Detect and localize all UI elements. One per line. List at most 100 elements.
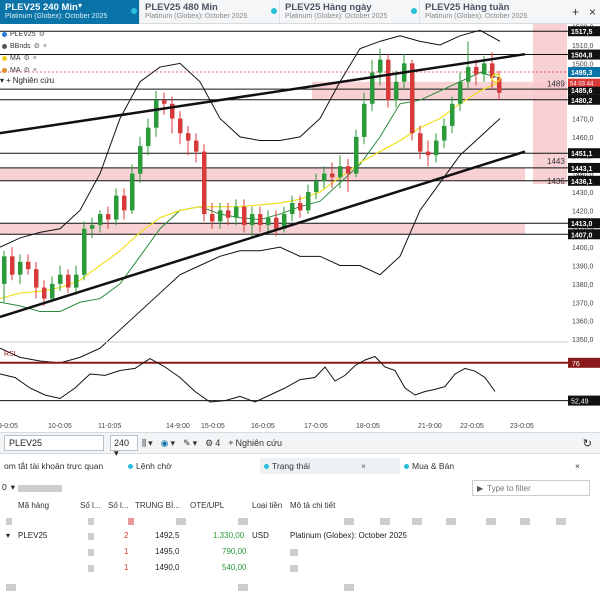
candle-body [474, 67, 479, 75]
close-icon[interactable]: × [42, 42, 47, 50]
candle-body [338, 166, 343, 178]
candle-body [450, 103, 455, 126]
research-label: Nghiên cứu [12, 76, 55, 85]
tab-menu-icon[interactable]: ▾ [78, 1, 83, 10]
draw-tools-button[interactable]: ✎ ▾ [179, 438, 201, 449]
col-qty1[interactable]: Số l... [80, 501, 101, 510]
candle-body [394, 81, 399, 101]
col-currency[interactable]: Loại tiền [252, 501, 283, 510]
time-tick-label: 17-0:05 [304, 423, 328, 430]
price-tick-label: 1440,0 [572, 172, 594, 179]
candle-body [362, 103, 367, 137]
add-tab-icon[interactable]: + [571, 5, 579, 19]
link-dot-icon [131, 8, 137, 14]
chevron-down-icon[interactable]: ▾ [10, 481, 16, 492]
add-research-toolbar-button[interactable]: + Nghiên cứu [224, 438, 286, 448]
tab-weekly[interactable]: PLEV25 Hàng tuần Platinum (Globex): Octo… [411, 0, 560, 24]
masked-text [520, 518, 530, 525]
price-label-box [568, 148, 600, 159]
masked-text [88, 549, 94, 556]
rsi-label: RSI [4, 351, 16, 358]
time-tick-label: 22-0:05 [460, 423, 484, 430]
legend-item[interactable]: PLEV25 ⚙ [0, 28, 47, 40]
settings-icon[interactable]: ⚙ [33, 43, 40, 50]
price-label: 1443,1 [571, 166, 593, 173]
masked-text [6, 584, 16, 591]
close-icon[interactable]: × [360, 461, 366, 471]
tab-label: Trạng thái [272, 461, 310, 471]
rsi-level-label: 76 [572, 361, 580, 368]
count-value: 4 [215, 438, 221, 448]
expand-icon[interactable]: ▾ [6, 531, 11, 540]
price-tick-label: 1400,0 [572, 245, 594, 252]
col-avg[interactable]: TRUNG BÌ... [135, 501, 180, 510]
price-label: 1407,0 [571, 232, 593, 239]
col-symbol[interactable]: Mã hàng [18, 501, 50, 510]
tab-240-min[interactable]: PLEV25 240 Min Platinum (Globex): Octobe… [0, 0, 140, 24]
chart-type-button[interactable]: ⫼ ▾ [138, 438, 157, 449]
rsi-value-label: 52,49 [571, 399, 589, 406]
chevron-down-icon: ▾ [0, 76, 5, 85]
cell-avg: 1495,0 [155, 547, 180, 556]
refresh-icon[interactable]: ↻ [582, 437, 592, 450]
eye-button[interactable]: ◉ ▾ [157, 438, 179, 449]
price-label: 1451,1 [571, 151, 593, 158]
rsi-value-box [568, 395, 600, 406]
tab-pending-orders[interactable]: Lệnh chờ [120, 458, 260, 474]
price-chart[interactable]: RSI 1520,01510,01500,01490,01480,01470,0… [0, 24, 600, 432]
tab-buy-sell[interactable]: Mua & Bán × [400, 458, 590, 474]
legend-item[interactable]: BBnds ⚙ × [0, 40, 47, 52]
candle-body [426, 151, 431, 156]
close-icon[interactable]: × [575, 461, 580, 471]
candle-body [370, 72, 375, 104]
filter-input[interactable]: ▶ Type to filter [472, 480, 590, 496]
candle-body [170, 103, 175, 119]
col-qty2[interactable]: Số l... [108, 501, 129, 510]
candle-body [234, 206, 239, 218]
link-dot-icon [128, 463, 133, 469]
price-label: 1517,5 [571, 29, 593, 36]
legend-item[interactable]: MA ⚙ × [0, 52, 47, 64]
tab-daily[interactable]: PLEV25 Hàng ngày Platinum (Globex): Octo… [271, 0, 420, 24]
legend-item[interactable]: MA ⚙ × [0, 64, 47, 76]
price-tick-label: 1420,0 [572, 208, 594, 215]
time-tick-label: 11-0:05 [98, 423, 121, 430]
link-dot-icon [264, 463, 269, 469]
add-research-button[interactable]: ▾ + Nghiên cứu [0, 76, 54, 85]
candle-body [466, 67, 471, 82]
timeframe-value: 240 [114, 438, 130, 448]
close-icon[interactable]: × [32, 54, 37, 62]
timeframe-select[interactable]: 240 ▾ [110, 435, 138, 458]
close-icon[interactable]: × [588, 5, 596, 19]
candle-body [18, 261, 23, 275]
settings-icon[interactable]: ⚙ [23, 55, 30, 62]
chevron-down-icon: ▾ [192, 437, 198, 448]
filter-icon: ▶ [477, 483, 484, 493]
candle-body [114, 195, 119, 220]
price-label-box [568, 229, 600, 240]
col-ote[interactable]: OTE/UPL [190, 501, 225, 510]
settings-icon[interactable]: ⚙ [23, 67, 30, 74]
tab-account-summary[interactable]: om tắt tài khoản trực quan [0, 458, 120, 474]
candle-body [226, 210, 231, 218]
candle-body [26, 261, 31, 270]
lower-band [0, 118, 501, 364]
candle-body [162, 100, 167, 104]
tab-label: Lệnh chờ [136, 461, 172, 471]
tab-480-min[interactable]: PLEV25 480 Min Platinum (Globex): Octobe… [131, 0, 280, 24]
close-icon[interactable]: × [32, 66, 37, 74]
settings-icon[interactable]: ⚙ [38, 31, 45, 38]
price-tick-label: 1370,0 [572, 300, 594, 307]
link-dot-icon [411, 8, 417, 14]
candle-body [186, 133, 191, 141]
candle-body [250, 214, 255, 226]
time-tick-label: 16-0:05 [251, 423, 275, 430]
candle-body [266, 217, 271, 226]
settings-count-button[interactable]: ⚙ 4 [201, 438, 224, 449]
time-tick-label: 21-9:00 [418, 423, 442, 430]
price-label-box [568, 67, 600, 78]
masked-text [238, 518, 248, 525]
col-description[interactable]: Mô tả chi tiết [290, 501, 336, 510]
tab-positions[interactable]: Trạng thái × [260, 458, 400, 474]
symbol-input[interactable]: PLEV25 [4, 435, 104, 451]
